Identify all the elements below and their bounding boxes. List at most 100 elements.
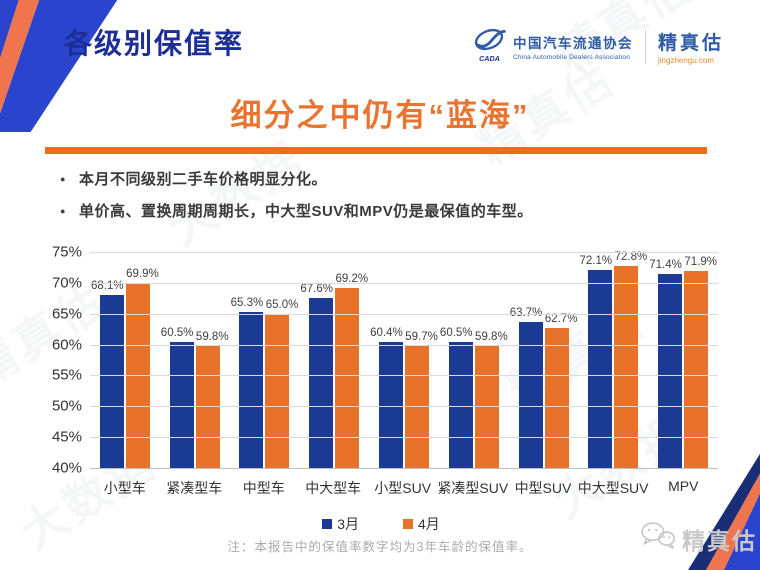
bar-group: 68.1% 69.9%	[90, 252, 160, 468]
bar-group: 60.5% 59.8%	[439, 252, 509, 468]
wechat-chat-bubbles-icon	[640, 520, 676, 558]
gridline	[90, 437, 718, 439]
bullet-dot-icon: ●	[60, 174, 66, 184]
x-tick-label: 中型SUV	[514, 480, 572, 496]
bar-value-label: 68.1%	[91, 279, 124, 292]
x-tick-label: 中型车	[242, 480, 285, 496]
bar-value-label: 69.2%	[335, 272, 369, 285]
y-tick-label: 50%	[51, 397, 82, 415]
bullet-text: 单价高、置换周期周期长，中大型SUV和MPV仍是最保值的车型。	[78, 203, 533, 220]
bullet-item: ● 单价高、置换周期周期长，中大型SUV和MPV仍是最保值的车型。	[60, 200, 533, 221]
bar-value-label: 63.7%	[510, 307, 543, 319]
y-tick-label: 55%	[51, 366, 82, 384]
bar-wrap: 59.8%	[474, 252, 508, 468]
bar-3月-中大型SUV	[588, 269, 613, 468]
page-title: 各级别保值率	[64, 28, 245, 59]
bar-value-label: 67.6%	[300, 282, 333, 295]
bar-group: 65.3% 65.0%	[230, 252, 300, 468]
y-tick-label: 45%	[51, 428, 82, 446]
x-tick-label: 紧凑型车	[166, 480, 223, 496]
bar-wrap: 60.5%	[440, 252, 473, 468]
x-tick-label: 中大型车	[305, 480, 362, 496]
bar-group: 63.7%62.7%	[509, 252, 579, 468]
bar-value-label: 60.5%	[439, 326, 473, 339]
bar-wrap: 72.8%	[614, 251, 647, 468]
x-axis-labels: 小型车 紧凑型车 中型车 中大型车 小型SUV 紧凑型SUV 中型SUV 中大型SUV MPV	[90, 478, 718, 498]
bar-value-label: 72.1%	[579, 254, 613, 267]
bar-3月-中大型车	[309, 297, 334, 468]
bar-group: 72.1% 72.8%	[578, 251, 648, 468]
bar-group: 71.4% 71.9%	[648, 252, 718, 468]
bar-chart: 68.1% 69.9% 60.5% 59.8% 65.3% 65.0% 67.6% 69.2%…	[42, 242, 720, 542]
bar-group: 67.6% 69.2%	[299, 252, 369, 468]
bar-value-label: 69.9%	[126, 268, 159, 281]
y-tick-label: 70%	[51, 274, 82, 292]
bar-wrap: 68.1%	[91, 252, 124, 468]
slide-headline: 细分之中仍有“蓝海”	[230, 98, 530, 133]
bar-4月-中大型SUV	[614, 265, 639, 468]
gridline	[90, 406, 718, 408]
bar-wrap: 67.6%	[300, 252, 334, 468]
bar-4月-MPV	[684, 271, 709, 468]
gridline	[90, 282, 718, 284]
legend-swatch	[403, 519, 413, 529]
y-tick-label: 75%	[51, 243, 82, 261]
bar-wrap: 71.4%	[649, 252, 683, 468]
legend-item: 4月	[403, 514, 440, 534]
bar-3月-MPV	[658, 274, 683, 468]
bar-value-label: 59.8%	[475, 330, 508, 343]
bar-group: 60.4% 59.7%	[369, 252, 439, 468]
bar-value-label: 65.3%	[230, 296, 264, 309]
bar-4月-中型车	[265, 313, 290, 468]
gridline	[90, 344, 718, 346]
bar-value-label: 71.4%	[649, 259, 682, 272]
bar-value-label: 60.4%	[370, 327, 403, 340]
footnote: 注：本报告中的保值率数字均为3年车龄的保值率。	[227, 540, 533, 554]
bar-value-label: 59.8%	[195, 330, 229, 343]
bar-4月-中型SUV	[544, 327, 569, 468]
legend-label: 4月	[418, 516, 440, 532]
bar-3月-中型SUV	[518, 321, 543, 468]
bullet-list: ● 本月不同级别二手车价格明显分化。 ● 单价高、置换周期周期长，中大型SUV和…	[60, 168, 533, 232]
y-tick-label: 60%	[51, 336, 82, 354]
footer-brand-text: 精真估	[682, 528, 757, 554]
bullet-text: 本月不同级别二手车价格明显分化。	[78, 171, 327, 188]
x-tick-label: 小型车	[103, 480, 146, 496]
bar-groups: 68.1% 69.9% 60.5% 59.8% 65.3% 65.0% 67.6% 69.2%…	[90, 251, 718, 468]
bar-value-label: 60.5%	[160, 326, 194, 339]
bar-wrap: 59.8%	[195, 252, 229, 468]
bar-value-label: 65.0%	[265, 298, 299, 311]
bar-value-label: 59.7%	[405, 331, 438, 344]
y-tick-label: 40%	[51, 459, 82, 477]
gridline	[90, 313, 718, 315]
bar-value-label: 71.9%	[684, 256, 718, 269]
bar-3月-小型SUV	[379, 342, 404, 468]
bar-3月-小型车	[99, 294, 124, 468]
bar-wrap: 69.9%	[125, 252, 159, 468]
x-tick-label: 紧凑型SUV	[437, 480, 509, 496]
header-divider	[644, 29, 646, 64]
bar-wrap: 62.7%	[544, 252, 577, 468]
gridline	[90, 252, 718, 253]
bar-wrap: 69.2%	[335, 252, 368, 468]
x-tick-label: MPV	[668, 478, 699, 494]
x-tick-label: 小型SUV	[374, 480, 432, 496]
bar-wrap: 59.7%	[405, 252, 438, 468]
plot-area: 68.1% 69.9% 60.5% 59.8% 65.3% 65.0% 67.6% 69.2%…	[52, 244, 718, 477]
bullet-item: ● 本月不同级别二手车价格明显分化。	[60, 168, 533, 189]
brand-name: 精真估	[657, 33, 724, 54]
bar-wrap: 72.1%	[579, 252, 613, 468]
chart-legend: 3月 4月	[42, 514, 720, 534]
bar-4月-中大型车	[335, 287, 360, 468]
x-tick-label: 中大型SUV	[577, 480, 649, 496]
brand-site-url: jingzhengu.com	[657, 56, 715, 65]
footer-brand: 精真估	[640, 520, 757, 558]
bar-wrap: 63.7%	[510, 252, 543, 468]
orange-divider-rule	[45, 147, 707, 154]
org-name-cn: 中国汽车流通协会	[512, 36, 633, 51]
cada-caption: CADA	[479, 54, 500, 63]
bullet-dot-icon: ●	[60, 206, 66, 216]
bar-value-label: 62.7%	[544, 312, 578, 325]
legend-label: 3月	[337, 516, 359, 532]
